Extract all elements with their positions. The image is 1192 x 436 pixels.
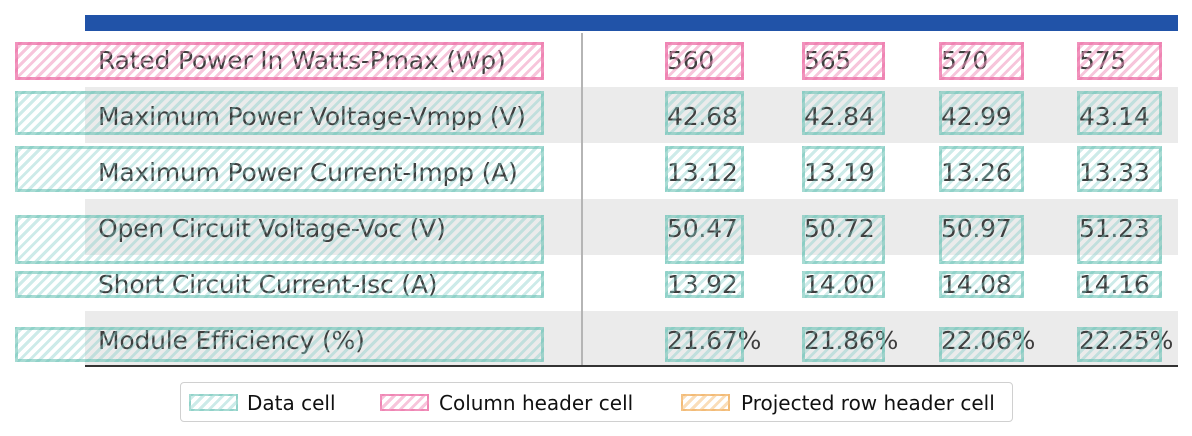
row-label-isc: Short Circuit Current-Isc (A)	[98, 270, 438, 299]
table-cell: 14.00	[804, 270, 875, 299]
table-cell: 13.19	[804, 158, 875, 187]
row-stripe	[85, 311, 1178, 367]
column-divider	[581, 33, 583, 366]
column-header-575: 575	[1079, 46, 1127, 75]
table-cell: 51.23	[1079, 214, 1150, 243]
column-header-570: 570	[941, 46, 989, 75]
table-cell: 14.16	[1079, 270, 1150, 299]
table-cell: 42.68	[667, 102, 738, 131]
table-cell: 50.97	[941, 214, 1012, 243]
row-stripe	[85, 199, 1178, 255]
table-cell: 21.86%	[804, 326, 899, 355]
projected-row-header-swatch	[681, 394, 730, 411]
legend-projected-row-header-cell: Projected row header cell	[741, 391, 995, 415]
table-cell: 43.14	[1079, 102, 1150, 131]
table-cell: 50.72	[804, 214, 875, 243]
table-cell: 13.26	[941, 158, 1012, 187]
row-label-vmpp: Maximum Power Voltage-Vmpp (V)	[98, 102, 526, 131]
column-header-swatch	[380, 394, 429, 411]
row-label-efficiency: Module Efficiency (%)	[98, 326, 365, 355]
table-top-bar	[85, 15, 1178, 31]
table-cell: 14.08	[941, 270, 1012, 299]
legend-data-cell: Data cell	[247, 391, 336, 415]
column-header-565: 565	[804, 46, 852, 75]
row-label-voc: Open Circuit Voltage-Voc (V)	[98, 214, 446, 243]
table-cell: 50.47	[667, 214, 738, 243]
table-cell: 22.06%	[941, 326, 1036, 355]
table-cell: 42.84	[804, 102, 875, 131]
table-cell: 42.99	[941, 102, 1012, 131]
legend-column-header-cell: Column header cell	[439, 391, 634, 415]
row-label-impp: Maximum Power Current-Impp (A)	[98, 158, 518, 187]
column-header-560: 560	[667, 46, 715, 75]
table-cell: 13.92	[667, 270, 738, 299]
data-cell-swatch	[189, 394, 238, 411]
table-bottom-rule	[85, 365, 1178, 367]
table-cell: 13.33	[1079, 158, 1150, 187]
header-label: Rated Power In Watts-Pmax (Wp)	[98, 46, 506, 75]
legend: Data cell Column header cell Projected r…	[180, 382, 1013, 422]
table-cell: 13.12	[667, 158, 738, 187]
table-cell: 22.25%	[1079, 326, 1174, 355]
table-cell: 21.67%	[667, 326, 762, 355]
